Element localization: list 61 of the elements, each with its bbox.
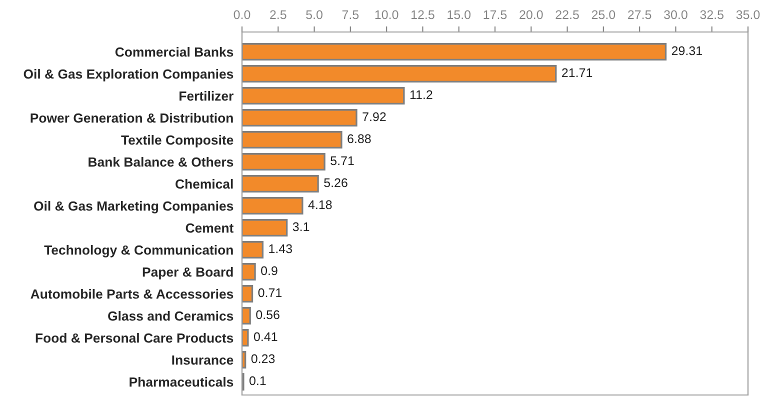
- bar: [242, 329, 249, 347]
- x-tick-label: 32.5: [700, 10, 724, 20]
- y-tick-label: Chemical: [176, 179, 233, 189]
- y-tick-label: Food & Personal Care Products: [36, 333, 234, 343]
- data-label: 3.1: [292, 222, 310, 232]
- x-tick-label: 35.0: [736, 10, 760, 20]
- y-tick-label: Power Generation & Distribution: [30, 113, 233, 123]
- y-tick-label: Insurance: [172, 356, 234, 365]
- data-label: 0.1: [249, 376, 266, 386]
- bar: [242, 285, 254, 303]
- data-label: 0.41: [254, 332, 278, 342]
- y-tick-label: Textile Composite: [121, 135, 234, 148]
- x-tick-label: 22.5: [556, 10, 579, 20]
- data-label: 29.31: [672, 46, 702, 56]
- data-label: 0.56: [256, 310, 280, 320]
- y-tick-label: Paper & Board: [142, 267, 233, 280]
- bar: [242, 241, 264, 259]
- y-tick-label: Technology & Communication: [44, 245, 233, 258]
- y-tick-label: Bank Balance & Others: [88, 157, 234, 167]
- y-tick-label: Cement: [186, 223, 234, 233]
- x-tick-label: 15.0: [448, 10, 471, 20]
- x-tick-label: 0.0: [234, 10, 250, 20]
- bar: [242, 197, 304, 215]
- data-label: 0.9: [261, 266, 278, 276]
- data-label: 4.18: [308, 200, 332, 210]
- bar: [242, 131, 342, 149]
- x-tick-label: 27.5: [628, 10, 652, 20]
- x-tick-label: 5.0: [306, 10, 322, 20]
- x-tick-label: 7.5: [342, 10, 359, 20]
- bar: [242, 153, 326, 171]
- data-label: 0.71: [258, 288, 282, 298]
- y-tick-label: Commercial Banks: [115, 47, 234, 57]
- x-tick-label: 2.5: [270, 10, 286, 20]
- x-tick-label: 10.0: [375, 10, 398, 20]
- x-tick-label: 30.0: [664, 10, 688, 20]
- data-label: 21.71: [562, 68, 592, 78]
- bar: [242, 109, 358, 127]
- data-label: 6.88: [348, 134, 371, 144]
- bar: [242, 175, 319, 193]
- data-label: 1.43: [269, 244, 292, 254]
- y-tick-label: Oil & Gas Exploration Companies: [24, 69, 234, 82]
- bar: [242, 263, 256, 281]
- y-tick-label: Pharmaceuticals: [130, 377, 234, 387]
- bar: [242, 65, 557, 83]
- x-tick-label: 12.5: [412, 10, 434, 20]
- bar: [242, 219, 288, 237]
- bar: [242, 87, 405, 105]
- data-label: 11.2: [410, 90, 432, 100]
- y-tick-label: Fertilizer: [180, 91, 234, 101]
- bar: [242, 43, 667, 61]
- bar: [242, 307, 251, 325]
- x-tick-label: 20.0: [520, 10, 543, 20]
- y-tick-label: Automobile Parts & Accessories: [30, 289, 234, 299]
- data-label: 5.71: [330, 156, 354, 166]
- x-tick-label: 25.0: [592, 10, 616, 20]
- x-tick-label: 17.5: [484, 10, 507, 20]
- data-label: 5.26: [324, 178, 348, 188]
- data-label: 7.92: [362, 112, 386, 122]
- data-label: 0.23: [251, 354, 275, 364]
- y-tick-label: Oil & Gas Marketing Companies: [34, 201, 234, 214]
- y-tick-label: Glass and Ceramics: [108, 311, 234, 321]
